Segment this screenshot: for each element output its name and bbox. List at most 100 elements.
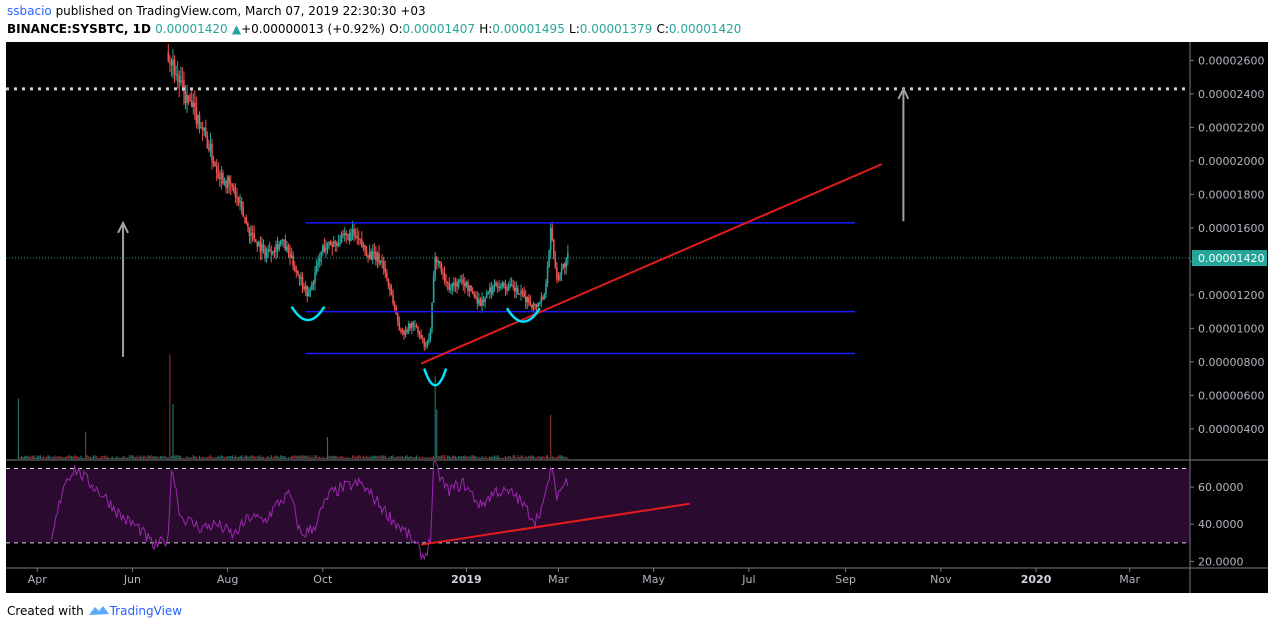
- volume-bar: [443, 455, 446, 459]
- volume-bar: [476, 457, 478, 459]
- candle-body: [256, 241, 259, 247]
- price-tag: [1192, 250, 1267, 267]
- candle-body: [534, 303, 536, 305]
- candle-body: [348, 233, 351, 242]
- volume-bar: [167, 457, 169, 459]
- symbol-legend: BINANCE:SYSBTC, 1D 0.00001420 ▲+0.000000…: [7, 22, 741, 36]
- volume-bar: [451, 455, 453, 459]
- candle-body: [418, 332, 421, 335]
- volume-bar: [155, 455, 157, 459]
- volume-bar: [521, 455, 524, 459]
- target-arrow-head: [897, 86, 910, 100]
- volume-bar: [42, 455, 45, 459]
- candle-body: [359, 239, 362, 241]
- volume-bar: [482, 457, 485, 459]
- volume-bar: [337, 457, 340, 459]
- low-label: L:: [569, 22, 580, 36]
- candle-body: [186, 95, 188, 103]
- volume-bar: [188, 457, 190, 459]
- candle-body: [278, 244, 280, 250]
- candle-body: [226, 176, 229, 188]
- volume-bar: [520, 455, 522, 459]
- volume-bar: [195, 456, 198, 459]
- volume-bar: [472, 455, 474, 459]
- volume-bar: [281, 456, 283, 459]
- candle-body: [429, 328, 432, 339]
- volume-bar: [75, 455, 77, 459]
- volume-bar: [178, 455, 180, 459]
- author-link[interactable]: ssbacio: [7, 4, 52, 18]
- candle-body: [187, 95, 190, 101]
- volume-bar: [286, 457, 288, 459]
- volume-bar: [103, 455, 105, 459]
- candle-body: [179, 80, 182, 83]
- volume-bar: [24, 455, 26, 459]
- candle-body: [293, 265, 296, 271]
- volume-bar: [173, 455, 176, 459]
- candle-body: [415, 325, 418, 327]
- pattern-arc: [290, 305, 326, 322]
- volume-bar: [197, 457, 199, 459]
- volume-bar: [317, 457, 319, 459]
- volume-bar: [537, 455, 539, 459]
- volume-bar: [301, 455, 304, 459]
- candle-body: [482, 299, 485, 302]
- candle-body: [209, 143, 212, 151]
- candle-body: [420, 334, 422, 339]
- candle-body: [468, 285, 471, 291]
- price-axis[interactable]: 0.00000400 0.00000600 0.00000800 0.00001000…: [1189, 42, 1267, 593]
- candle-body: [545, 283, 547, 294]
- candle-body: [393, 303, 396, 308]
- volume-bar: [305, 455, 307, 459]
- volume-bar: [227, 456, 229, 459]
- rsi-pane[interactable]: [6, 459, 1268, 569]
- candle-body: [503, 282, 505, 287]
- volume-bar: [276, 455, 279, 459]
- volume-bar: [426, 457, 428, 459]
- candle-body: [417, 326, 419, 333]
- candle-body: [493, 282, 496, 286]
- volume-bar: [280, 455, 282, 459]
- volume-bar: [237, 456, 240, 459]
- volume-bar: [245, 455, 247, 459]
- candle-body: [220, 172, 223, 179]
- candle-body: [403, 331, 405, 335]
- candle-body: [414, 325, 416, 327]
- candle-body: [538, 303, 541, 305]
- candle-body: [184, 91, 187, 103]
- candle-body: [353, 229, 355, 237]
- tradingview-brand[interactable]: TradingView: [109, 604, 183, 618]
- volume-bar: [291, 456, 293, 459]
- candle-body: [553, 240, 555, 258]
- rsi-trendline: [420, 502, 690, 546]
- volume-bar: [175, 455, 177, 459]
- candle-body: [373, 251, 376, 253]
- candle-body: [354, 236, 357, 238]
- volume-bar: [339, 456, 341, 459]
- volume-bar: [342, 456, 344, 459]
- volume-bar: [258, 455, 260, 459]
- candle-body: [284, 239, 287, 251]
- volume-bar: [120, 457, 123, 459]
- volume-bar: [542, 456, 544, 459]
- candle-body: [311, 283, 313, 290]
- volume-bar: [234, 455, 237, 459]
- candle-body: [528, 297, 530, 302]
- volume-bar: [211, 456, 213, 459]
- time-axis[interactable]: Apr Jun Aug Oct 2019 Mar May Jul Sep Nov 2020 Mar: [28, 568, 1141, 586]
- volume-bar: [67, 455, 70, 459]
- candle-body: [181, 80, 184, 82]
- volume-bar: [504, 456, 507, 459]
- price-tick-label: 0.00000600: [1198, 389, 1264, 402]
- candle-body: [295, 270, 298, 272]
- candle-body: [287, 246, 290, 253]
- volume-bar: [526, 457, 528, 459]
- volume-bar: [186, 456, 188, 459]
- price-pane[interactable]: [6, 43, 1189, 459]
- candle-body: [320, 252, 323, 259]
- volume-bar: [35, 457, 37, 459]
- price-tick-label: 0.00001000: [1198, 322, 1264, 335]
- candle-body: [239, 201, 241, 203]
- candle-body: [361, 239, 363, 247]
